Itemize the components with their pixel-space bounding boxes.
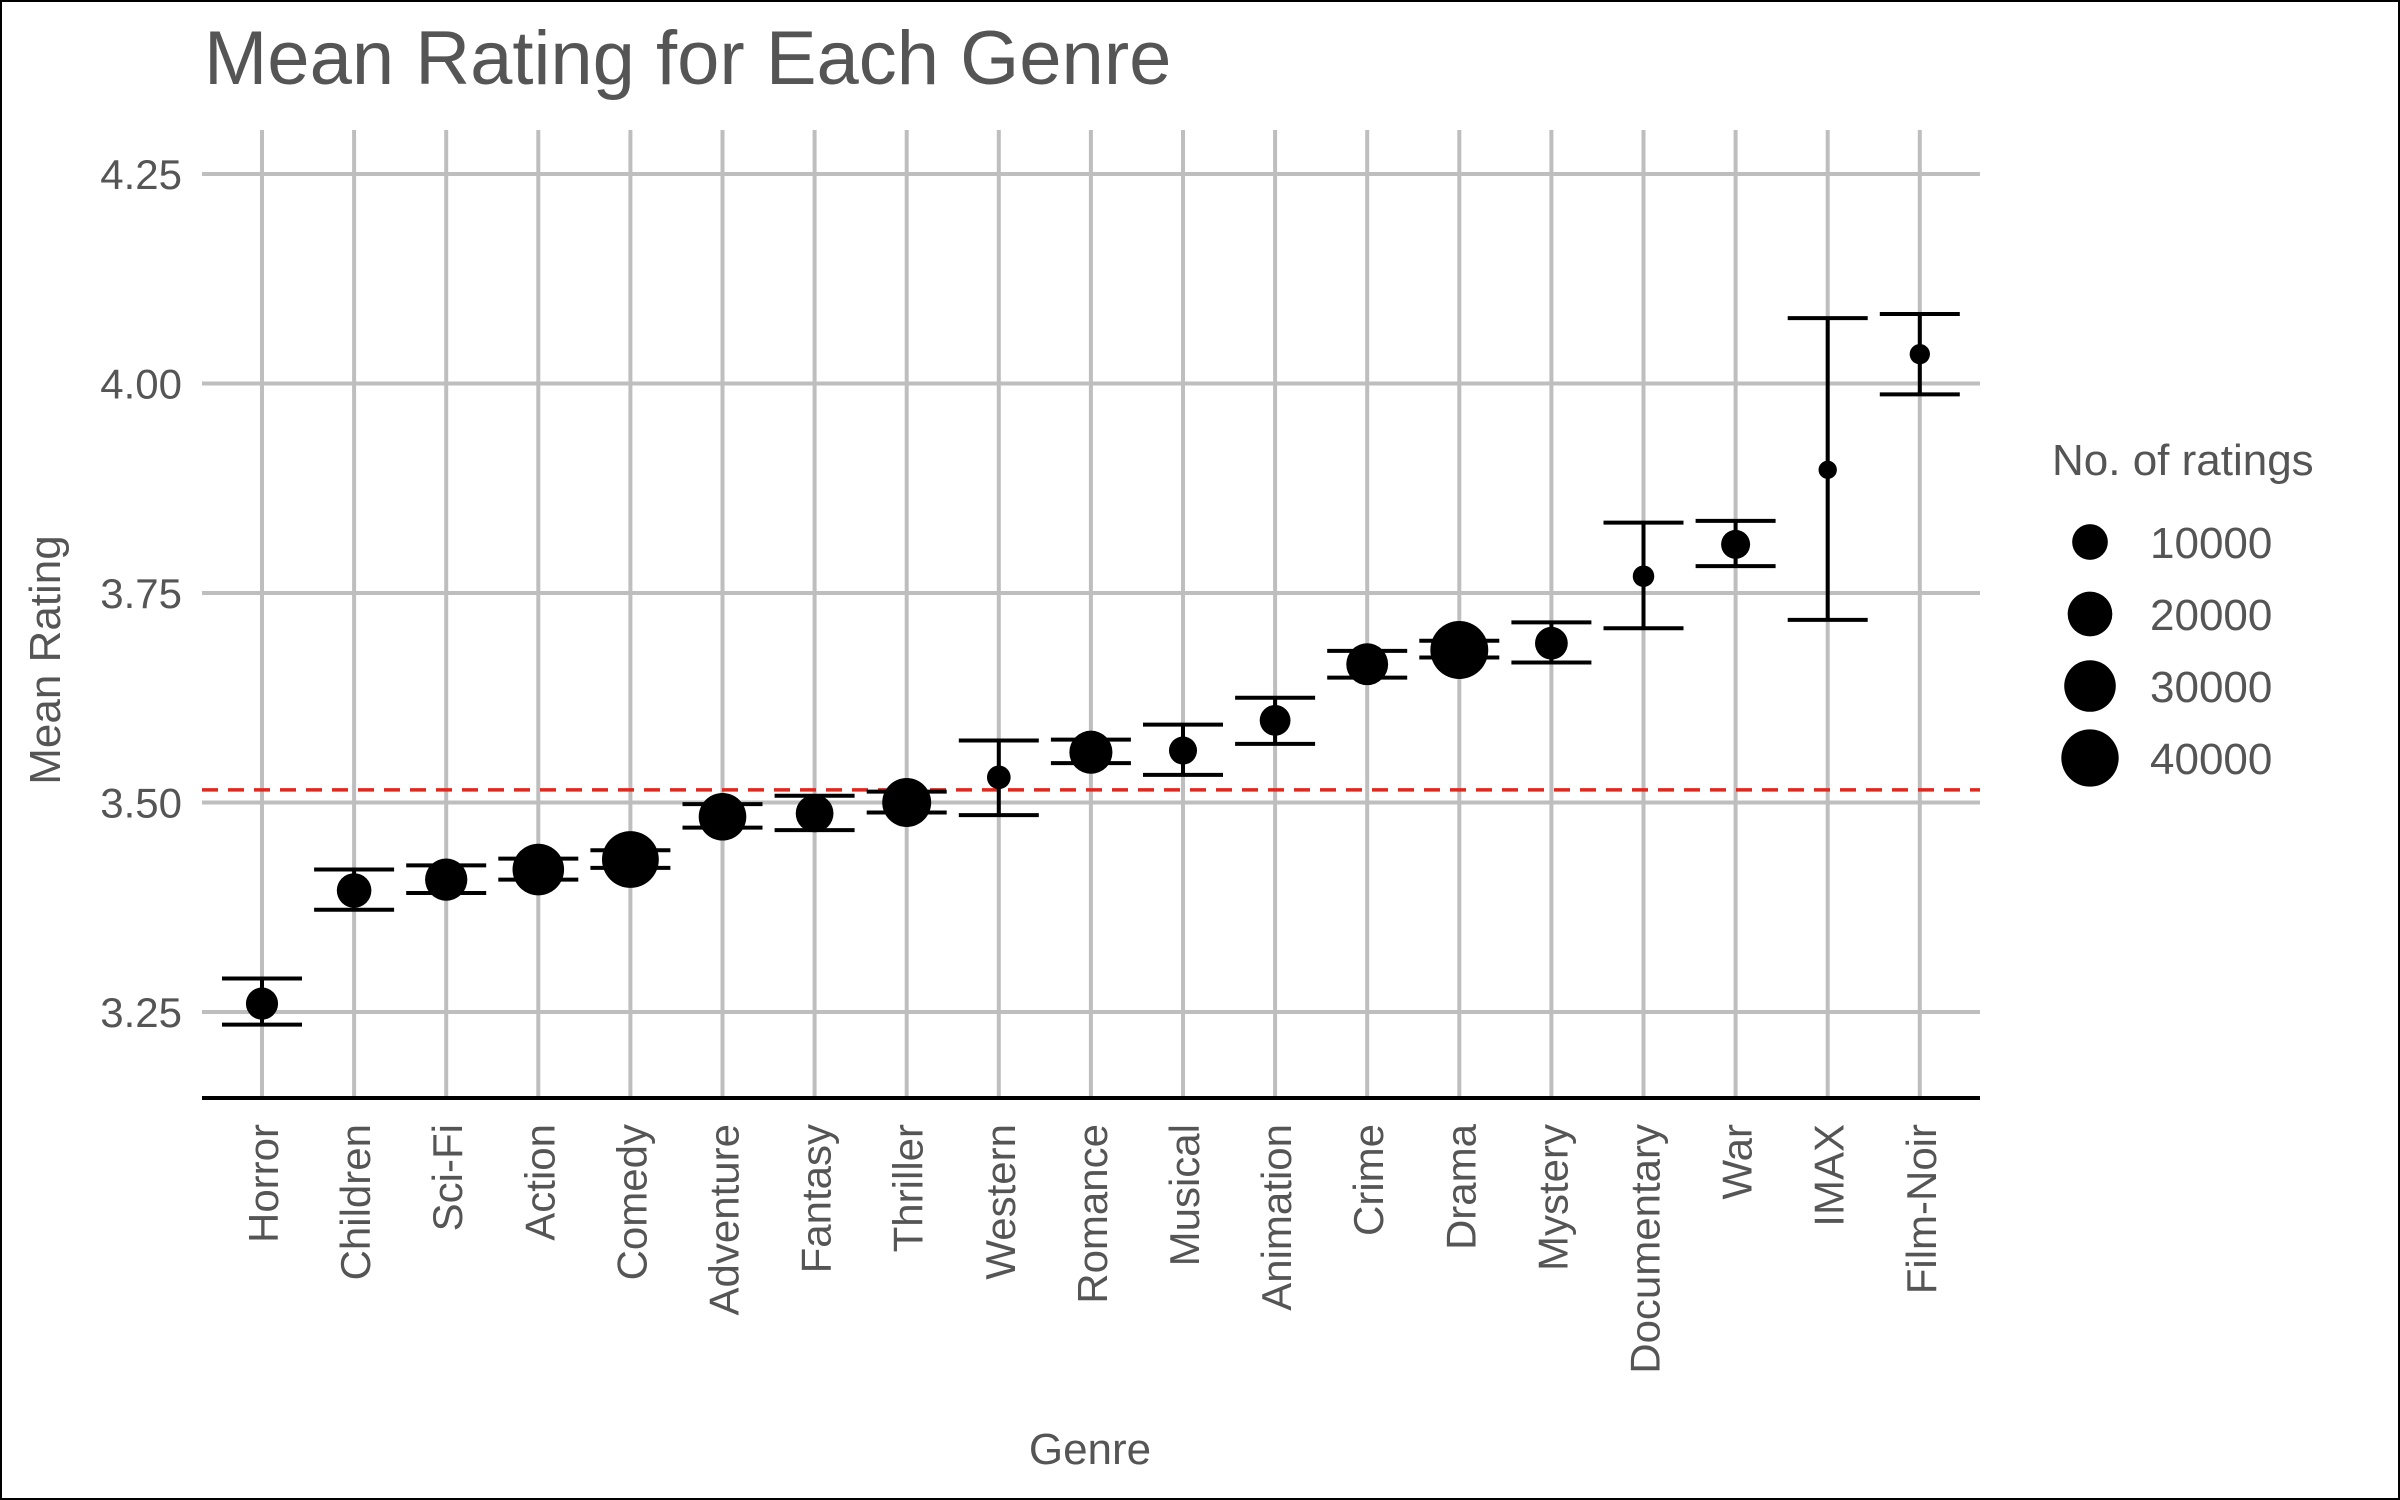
y-axis-title: Mean Rating bbox=[21, 535, 70, 784]
x-tick-label: War bbox=[1714, 1124, 1761, 1199]
data-point bbox=[336, 873, 372, 908]
legend-swatch bbox=[2067, 591, 2113, 637]
data-point bbox=[425, 858, 468, 901]
data-point bbox=[986, 765, 1011, 790]
x-tick-label: Sci-Fi bbox=[424, 1124, 471, 1231]
chart-title: Mean Rating for Each Genre bbox=[204, 16, 1171, 101]
legend-label: 40000 bbox=[2150, 735, 2272, 784]
data-point bbox=[1818, 460, 1837, 479]
y-tick-label: 4.25 bbox=[100, 151, 182, 198]
legend-swatch bbox=[2064, 660, 2116, 712]
x-tick-label: Adventure bbox=[701, 1124, 748, 1315]
x-tick-label: Romance bbox=[1069, 1124, 1116, 1304]
x-tick-labels: Horror Children Sci-Fi Action Comedy Adventur… bbox=[240, 1123, 1945, 1373]
data-point bbox=[1632, 565, 1655, 587]
data-point bbox=[698, 792, 747, 841]
x-tick-label: Western bbox=[977, 1124, 1024, 1280]
data-point bbox=[882, 778, 932, 827]
legend-swatch bbox=[2061, 729, 2119, 787]
data-point bbox=[1909, 344, 1930, 365]
x-tick-label: Documentary bbox=[1622, 1124, 1669, 1374]
x-tick-label: Thriller bbox=[885, 1124, 932, 1252]
x-tick-label: Mystery bbox=[1529, 1124, 1576, 1271]
data-point bbox=[601, 831, 659, 888]
data-point bbox=[1535, 626, 1568, 660]
data-point bbox=[1069, 730, 1113, 774]
grid-lines bbox=[202, 130, 1980, 1098]
data-point bbox=[1346, 643, 1389, 686]
y-tick-label: 4.00 bbox=[100, 361, 182, 408]
x-tick-label: Action bbox=[516, 1124, 563, 1241]
legend-label: 30000 bbox=[2150, 663, 2272, 712]
x-tick-label: Fantasy bbox=[793, 1124, 840, 1273]
legend-swatch bbox=[2072, 524, 2108, 560]
y-tick-label: 3.75 bbox=[100, 570, 182, 617]
x-tick-label: Drama bbox=[1437, 1123, 1484, 1250]
data-point bbox=[245, 987, 279, 1020]
legend: No. of ratings 10000 20000 30000 40000 bbox=[2052, 436, 2314, 787]
y-tick-label: 3.25 bbox=[100, 989, 182, 1036]
x-tick-label: IMAX bbox=[1806, 1124, 1853, 1227]
legend-label: 10000 bbox=[2150, 519, 2272, 568]
x-axis-title: Genre bbox=[1029, 1425, 1151, 1474]
legend-title: No. of ratings bbox=[2052, 436, 2314, 485]
data-point bbox=[1721, 529, 1751, 559]
x-tick-label: Film-Noir bbox=[1898, 1124, 1945, 1294]
data-point bbox=[795, 794, 834, 833]
y-tick-labels: 3.25 3.50 3.75 4.00 4.25 bbox=[100, 151, 182, 1036]
data-point bbox=[1430, 621, 1489, 679]
data-point bbox=[512, 843, 565, 896]
x-tick-label: Musical bbox=[1161, 1124, 1208, 1266]
data-point bbox=[1168, 736, 1198, 765]
x-tick-label: Crime bbox=[1345, 1124, 1392, 1236]
x-tick-label: Animation bbox=[1253, 1124, 1300, 1311]
x-tick-label: Comedy bbox=[608, 1124, 655, 1280]
data-points bbox=[245, 344, 1930, 1020]
x-tick-label: Horror bbox=[240, 1124, 287, 1243]
y-tick-label: 3.50 bbox=[100, 780, 182, 827]
data-point bbox=[1259, 704, 1291, 736]
legend-label: 20000 bbox=[2150, 591, 2272, 640]
x-tick-label: Children bbox=[332, 1124, 379, 1280]
